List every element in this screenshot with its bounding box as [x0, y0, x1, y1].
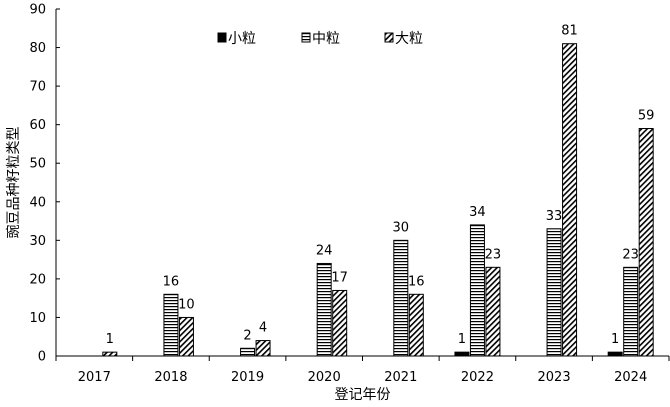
- data-label: 30: [393, 220, 410, 235]
- bar: [623, 266, 639, 357]
- bar: [638, 128, 654, 357]
- data-label: 4: [259, 321, 267, 336]
- legend-swatch: [384, 32, 394, 43]
- y-tick-label: 80: [29, 41, 46, 56]
- y-tick-label: 70: [29, 80, 46, 95]
- data-label: 24: [316, 243, 333, 258]
- bar: [316, 262, 332, 357]
- x-tick-label: 2017: [78, 370, 111, 385]
- data-labels: 1 1 16 2 24 30 34 33 23 1 10 4 17 16 23 81 59: [106, 24, 655, 347]
- legend-label: 大粒: [395, 31, 423, 47]
- bar: [408, 293, 424, 357]
- bar: [454, 351, 470, 357]
- data-label: 16: [163, 274, 180, 289]
- data-label: 23: [622, 247, 639, 262]
- data-label: 59: [638, 109, 655, 124]
- bar: [393, 239, 409, 357]
- y-tick-label: 90: [29, 3, 46, 18]
- y-tick-label: 40: [29, 195, 46, 210]
- bar: [163, 293, 179, 357]
- legend-label: 中粒: [312, 31, 340, 47]
- data-label: 16: [408, 274, 425, 289]
- legend-swatch: [301, 32, 311, 43]
- y-tick-label: 0: [38, 350, 46, 365]
- y-axis-title: 豌豆品种籽粒类型: [6, 127, 22, 239]
- data-label: 1: [458, 332, 466, 347]
- data-label: 17: [331, 270, 348, 285]
- x-axis-title: 登记年份: [335, 387, 391, 403]
- data-label: 23: [485, 247, 502, 262]
- data-label: 1: [611, 332, 619, 347]
- data-label: 81: [561, 24, 578, 39]
- data-label: 2: [243, 328, 251, 343]
- bar: [255, 340, 271, 357]
- legend-label: 小粒: [228, 31, 256, 47]
- bar: [562, 43, 578, 357]
- bar: [469, 224, 485, 357]
- x-tick-label: 2018: [154, 370, 187, 385]
- bar: [607, 351, 623, 357]
- bar: [546, 228, 562, 357]
- legend-swatch: [217, 32, 227, 43]
- x-tick-label: 2024: [614, 370, 647, 385]
- data-label: 1: [106, 332, 114, 347]
- bars: [102, 43, 654, 357]
- axes: 0 10 20 30 40 50 60 70 80 90 2017 2018 2019 2020 2021 2…: [29, 3, 670, 385]
- bar: [178, 316, 194, 357]
- legend: 小粒 中粒 大粒: [217, 31, 423, 47]
- x-tick-label: 2020: [308, 370, 341, 385]
- bar: [332, 289, 348, 357]
- y-tick-label: 20: [29, 272, 46, 287]
- x-tick-label: 2022: [461, 370, 494, 385]
- bar: [485, 266, 501, 357]
- data-label: 34: [469, 205, 486, 220]
- y-tick-label: 30: [29, 234, 46, 249]
- data-label: 10: [178, 297, 195, 312]
- y-tick-label: 50: [29, 157, 46, 172]
- x-tick-label: 2023: [538, 370, 571, 385]
- bar: [102, 351, 118, 357]
- x-tick-label: 2021: [384, 370, 417, 385]
- x-tick-label: 2019: [231, 370, 264, 385]
- y-tick-label: 60: [29, 118, 46, 133]
- bar: [240, 347, 256, 357]
- data-label: 33: [546, 209, 563, 224]
- y-tick-label: 10: [29, 311, 46, 326]
